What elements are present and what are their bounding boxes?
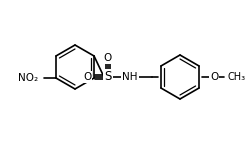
Text: NO₂: NO₂ bbox=[18, 73, 38, 83]
Text: NH: NH bbox=[122, 72, 138, 82]
Text: O: O bbox=[83, 72, 91, 82]
Text: S: S bbox=[104, 71, 112, 84]
Text: CH₃: CH₃ bbox=[228, 72, 246, 82]
Text: O: O bbox=[104, 53, 112, 63]
Text: O: O bbox=[210, 72, 218, 82]
